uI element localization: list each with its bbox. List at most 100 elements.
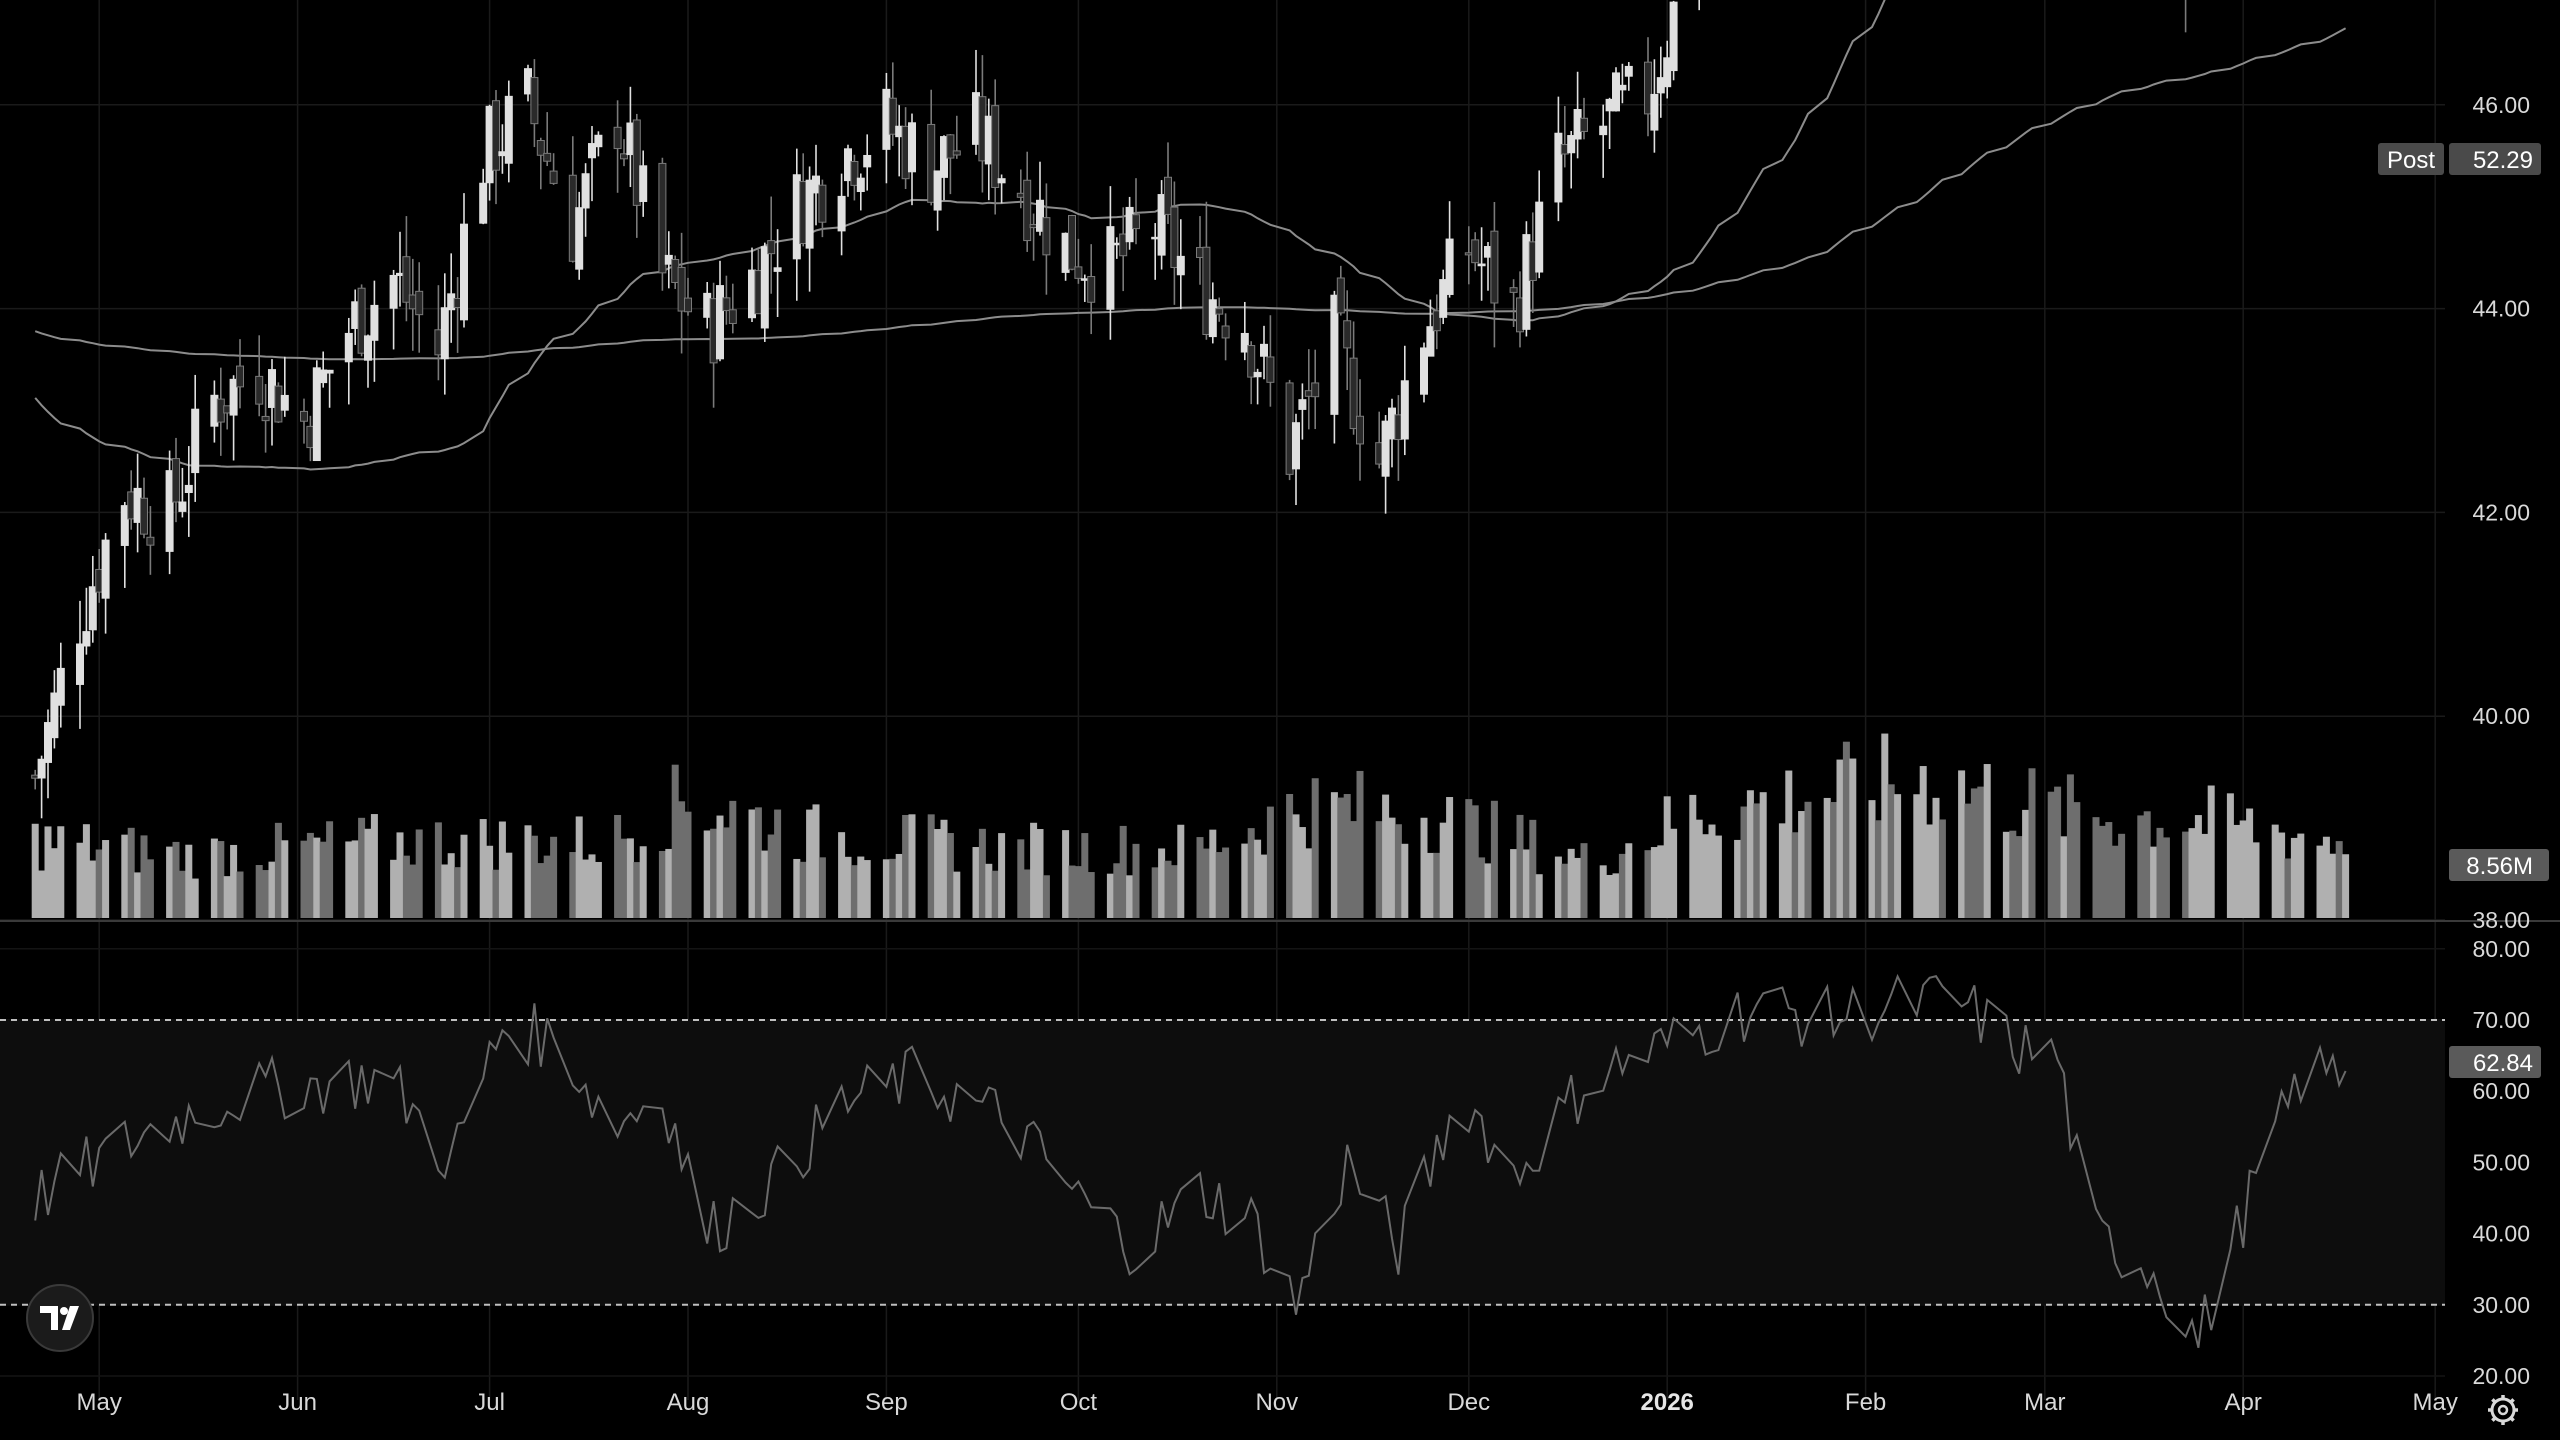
rsi-pane [0,973,2445,1349]
volume-bar [1695,819,1703,918]
candle-body [773,267,782,272]
volume-bar [1977,786,1985,918]
volume-bar [2252,842,2260,918]
volume-bar [1964,803,1972,918]
volume-bar [313,837,321,918]
volume-bar [524,825,532,918]
volume-bar [850,865,858,918]
time-axis-label: Jul [474,1389,505,1416]
volume-bar [620,838,628,918]
rsi-tick-label: 70.00 [2472,1007,2530,1033]
candle-body [261,415,270,422]
candle-body [1400,380,1409,440]
candle-body [1477,263,1486,267]
candle-body [581,173,590,209]
volume-bar [1164,860,1172,918]
candle-body [722,297,731,312]
volume-bar [998,833,1006,918]
volume-bar [671,764,679,918]
candle-body [1068,215,1076,270]
volume-bar [217,841,225,918]
volume-bar [2028,768,2036,918]
volume-bar [1836,759,1844,918]
volume-bar [1689,794,1697,918]
time-axis-label: May [2413,1389,2458,1416]
candle-body [300,410,308,422]
volume-bar [441,864,449,918]
volume-bar [1804,801,1812,918]
volume-bar [121,834,129,918]
candle-body [594,134,603,148]
volume-bar [972,847,980,918]
candle-body [101,539,110,599]
volume-bar [806,809,814,918]
volume-bar [82,824,90,918]
candle-body [492,100,500,171]
volume-bar [1247,828,1255,918]
volume-bar [1516,814,1524,918]
volume-tag: 8.56M [2466,853,2533,880]
volume-bar [1759,792,1767,918]
candle-body [850,161,859,186]
gear-hub [2497,1404,2509,1416]
volume-bar [1702,834,1710,918]
rsi-tick-label: 40.00 [2472,1221,2530,1247]
candle-body [415,290,424,316]
volume-bar [2009,830,2017,918]
volume-bar [703,830,711,918]
volume-bar [902,814,910,918]
volume-bar [1958,770,1966,918]
tradingview-logo[interactable] [26,1284,94,1352]
volume-bar [1644,850,1652,918]
volume-tag-bg [2449,849,2549,881]
volume-bar [1849,758,1857,918]
candle-body [1669,1,1678,72]
volume-bar [1529,819,1537,918]
time-axis-label: Nov [1255,1389,1298,1416]
volume-bar [1439,822,1447,918]
volume-bar [2066,774,2074,918]
volume-bar [1286,794,1294,918]
settings-gear-icon[interactable] [2488,1395,2518,1425]
volume-bar [2188,828,2196,918]
volume-bar [2002,831,2010,918]
price-tick-label: 44.00 [2472,296,2530,322]
volume-bar [1612,873,1620,918]
volume-bar [2022,809,2030,918]
volume-bar [146,859,154,918]
candle-body [588,143,596,159]
logo-circle [26,1284,94,1352]
time-axis-label: Jun [278,1389,317,1416]
volume-bar [166,846,174,918]
candle-body [1535,201,1544,273]
candle-body [1349,357,1358,430]
volume-bar [1714,835,1722,918]
volume-bar [1030,822,1038,918]
volume-bar [927,814,935,918]
volume-bar [1830,802,1838,918]
candle-body [357,287,366,354]
candle-body [1432,310,1441,332]
logo-mark-dot [60,1307,68,1315]
volume-bar [498,821,506,918]
volume-bar [95,849,103,918]
volume-bar [236,871,244,918]
volume-bar [2111,845,2119,918]
volume-bar [882,859,890,918]
volume-bar [2284,858,2292,918]
volume-bar [863,860,871,918]
candle-body [543,152,552,162]
volume-bar [665,848,673,918]
rsi-tick-label: 60.00 [2472,1078,2530,1104]
candle-body [933,170,942,211]
volume-bar [908,814,916,918]
volume-bar [1266,806,1274,918]
volume-bar [1241,843,1249,918]
candle-body [1426,326,1435,357]
volume-bar [754,807,762,918]
time-axis-label: Oct [1060,1389,1098,1416]
candle-body [1445,238,1454,295]
volume-bar [268,861,276,918]
